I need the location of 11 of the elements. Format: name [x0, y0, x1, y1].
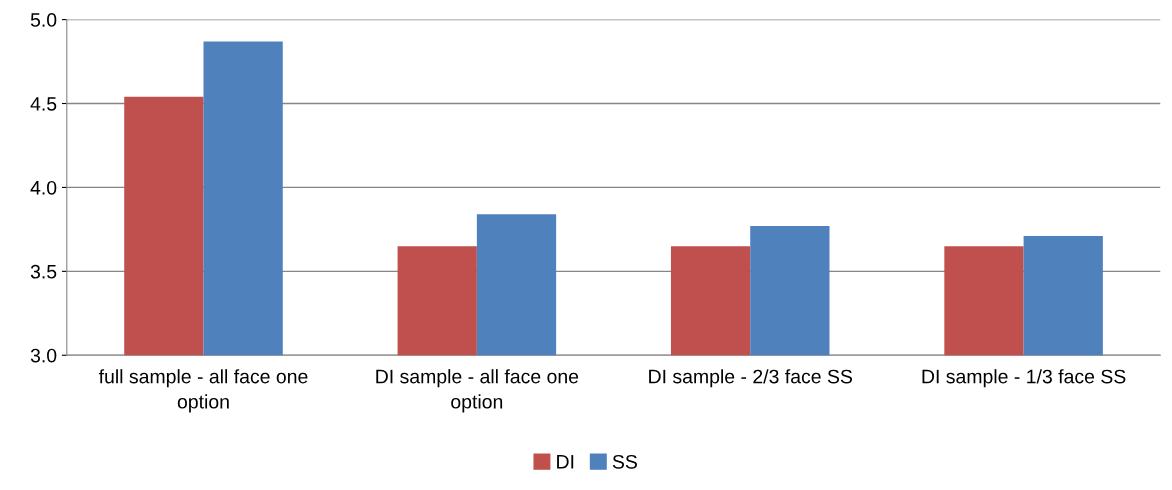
y-tick-label: 5.0 [30, 13, 57, 27]
x-tick-label: DI sample - 2/3 face SS [649, 369, 853, 388]
y-tick-label: 4.5 [30, 97, 57, 111]
y-tick-label: 3.0 [30, 348, 57, 363]
x-tick-label: DI sample - 1/3 face SS [922, 369, 1126, 388]
legend-label: SS [612, 454, 637, 469]
x-tick-label: full sample - all face one option [98, 369, 308, 413]
y-tick-label: 3.5 [30, 264, 57, 279]
y-tick-label: 4.0 [30, 180, 57, 195]
legend-label: DI [557, 455, 574, 469]
x-tick-label: DI sample - all face one option [376, 369, 579, 413]
